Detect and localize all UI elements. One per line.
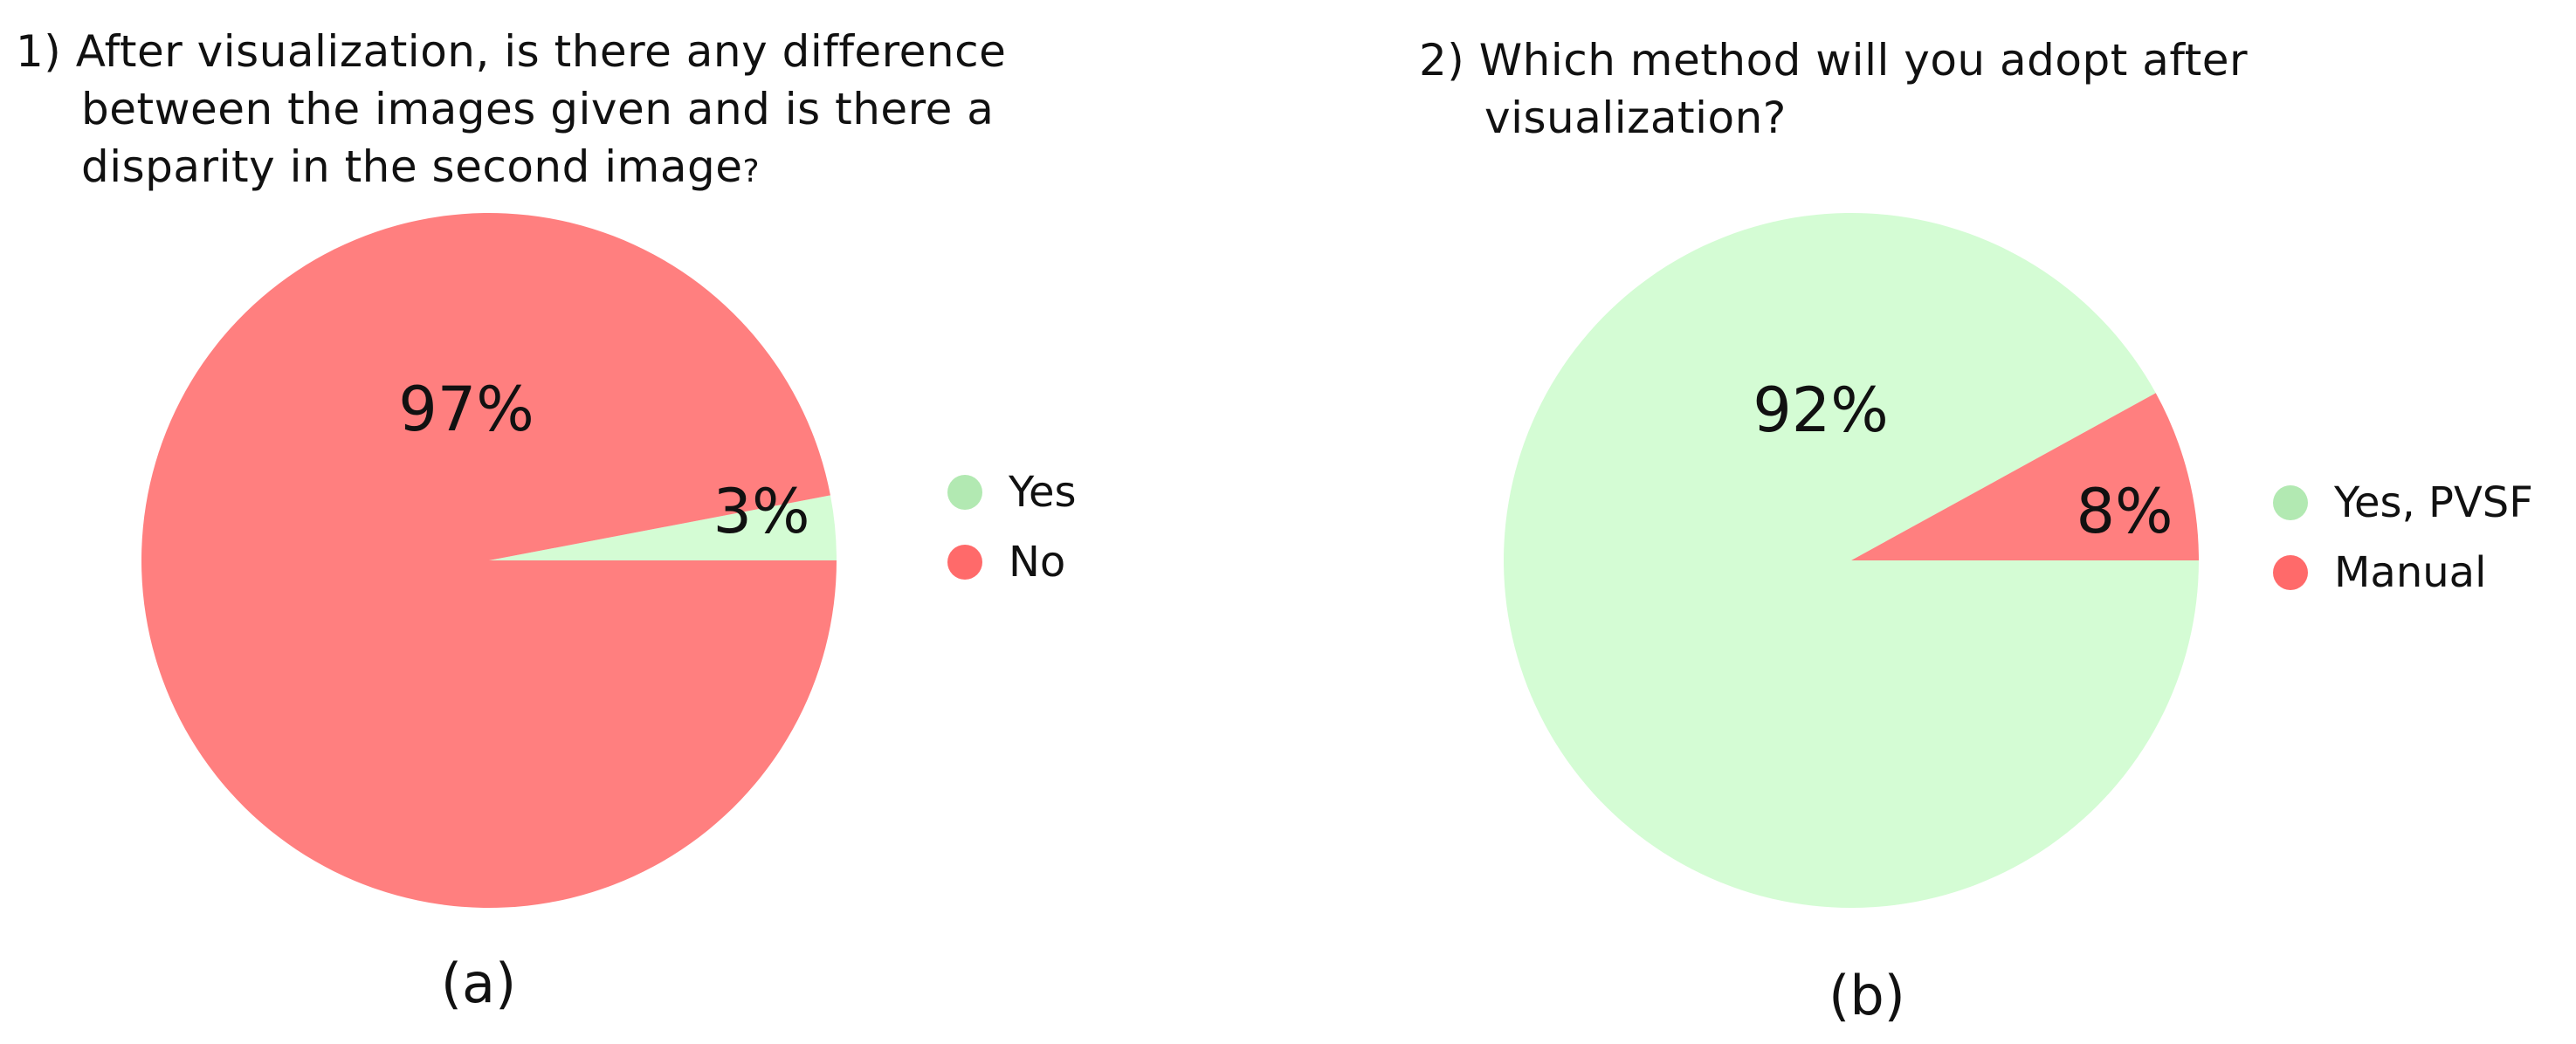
chart-title-a-line-2: between the images given and is there a — [81, 84, 995, 134]
pie-slice-no — [141, 213, 837, 909]
pie-chart-b: 92% 8% — [1504, 213, 2199, 909]
chart-title-a-question-mark: ? — [742, 154, 761, 189]
pie-slice-yes-pvsf — [1504, 213, 2199, 909]
legend-label-no: No — [1009, 538, 1066, 587]
legend-label-yes-pvsf: Yes, PVSF — [2334, 478, 2533, 527]
pie-value-label-manual: 8% — [2076, 476, 2173, 547]
legend-label-yes: Yes — [1009, 468, 1077, 517]
chart-title-a: 1) After visualization, is there any dif… — [16, 23, 1006, 201]
chart-title-b: 2) Which method will you adopt after vis… — [1419, 31, 2248, 147]
legend-swatch-yes — [947, 475, 982, 510]
legend-label-manual: Manual — [2334, 548, 2487, 597]
pie-slice-manual — [1851, 393, 2199, 560]
chart-title-a-line-3: disparity in the second image? — [16, 138, 1006, 201]
pie-chart-a: 3% 97% — [141, 213, 837, 909]
pie-slice-yes — [489, 495, 837, 560]
pie-value-label-yes: 3% — [713, 476, 809, 547]
chart-title-b-line-2: visualization? — [1484, 93, 1787, 143]
pie-value-label-no: 97% — [398, 374, 534, 445]
legend-item-no: No — [947, 527, 1076, 597]
legend-b: Yes, PVSF Manual — [2273, 468, 2533, 608]
legend-swatch-yes-pvsf — [2273, 485, 2308, 520]
panel-caption-a: (a) — [440, 951, 517, 1015]
chart-panel-a: 1) After visualization, is there any dif… — [16, 23, 1076, 1015]
pie-value-label-yes-pvsf: 92% — [1753, 374, 1889, 446]
legend-swatch-manual — [2273, 555, 2308, 590]
legend-swatch-no — [947, 545, 982, 580]
chart-title-b-line-1: 2) Which method will you adopt after — [1419, 35, 2249, 86]
legend-a: Yes No — [947, 457, 1076, 597]
panel-caption-b: (b) — [1829, 964, 1905, 1027]
legend-item-manual: Manual — [2273, 538, 2533, 608]
legend-item-yes: Yes — [947, 457, 1076, 527]
chart-title-a-line-3-text: disparity in the second image — [81, 141, 743, 192]
chart-panel-b: 2) Which method will you adopt after vis… — [1288, 0, 2576, 1044]
legend-item-yes-pvsf: Yes, PVSF — [2273, 468, 2533, 538]
chart-title-a-line-1: 1) After visualization, is there any dif… — [16, 26, 1007, 77]
